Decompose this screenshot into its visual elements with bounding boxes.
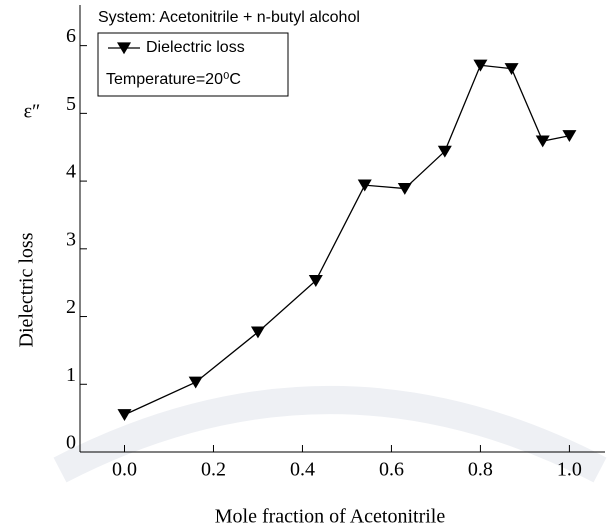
marker xyxy=(397,182,412,195)
y-symbol: ε″ xyxy=(24,101,41,123)
y-tick-label: 4 xyxy=(66,161,76,183)
legend-label: Dielectric loss xyxy=(146,39,245,56)
marker xyxy=(473,59,488,72)
marker xyxy=(357,179,372,192)
x-tick-label: 0.8 xyxy=(468,459,493,481)
y-axis-label: Dielectric loss xyxy=(16,232,38,347)
legend-marker xyxy=(117,42,131,55)
marker xyxy=(308,275,323,287)
y-tick-label: 6 xyxy=(66,25,76,47)
y-tick-label: 0 xyxy=(66,432,76,454)
y-tick-label: 1 xyxy=(66,364,76,386)
series-line xyxy=(124,64,570,416)
x-tick-label: 0.0 xyxy=(112,459,137,481)
x-tick-label: 0.4 xyxy=(290,459,315,481)
y-tick-label: 5 xyxy=(66,93,76,115)
legend-box xyxy=(97,32,289,97)
marker xyxy=(117,409,132,422)
marker xyxy=(250,326,265,339)
x-tick-label: 1.0 xyxy=(557,459,582,481)
marker xyxy=(504,63,519,75)
marker xyxy=(535,135,550,148)
marker xyxy=(188,376,203,389)
marker xyxy=(562,130,577,143)
y-tick-label: 2 xyxy=(66,296,76,318)
watermark xyxy=(53,386,607,483)
note: Temperature=20⁰C xyxy=(106,71,241,88)
marker xyxy=(437,145,452,158)
annotation: System: Acetonitrile + n-butyl alcohol xyxy=(98,9,360,26)
y-tick-label: 3 xyxy=(66,228,76,250)
x-axis-label: Mole fraction of Acetonitrile xyxy=(215,506,446,528)
x-tick-label: 0.2 xyxy=(201,459,226,481)
x-tick-label: 0.6 xyxy=(379,459,404,481)
